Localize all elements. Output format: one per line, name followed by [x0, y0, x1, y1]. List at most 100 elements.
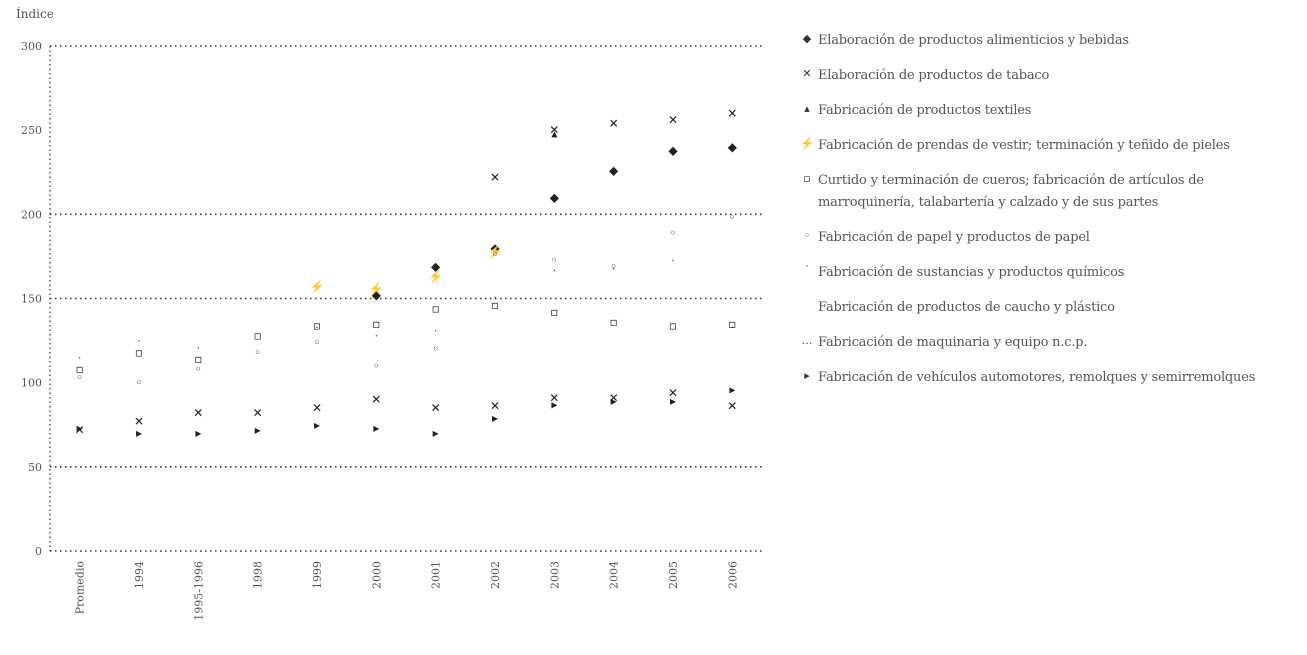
data-point-series-4: ▫: [669, 318, 677, 332]
data-point-series-10: ✕: [609, 391, 619, 405]
legend-marker-icon: ▸: [804, 369, 810, 382]
legend-marker-icon: ▴: [804, 102, 810, 115]
legend-item: ▫ Curtido y terminación de cueros; fabric…: [796, 170, 1301, 214]
legend-item: ◆ Elaboración de productos alimenticios y…: [796, 30, 1301, 52]
data-point-series-6: ˙: [670, 258, 676, 272]
data-point-series-4: ▫: [728, 317, 736, 331]
data-point-series-10: ✕: [193, 406, 203, 420]
data-point-series-1: ✕: [490, 170, 500, 184]
data-point-series-4: ▫: [372, 317, 380, 331]
data-point-series-9: ▸: [314, 418, 320, 432]
legend-marker-icon: ▫: [803, 172, 811, 185]
data-point-series-3: ⚡: [369, 281, 384, 295]
data-point-series-9: ▸: [373, 421, 379, 435]
data-point-series-6: ˙: [77, 355, 83, 369]
data-point-series-9: ▸: [195, 426, 201, 440]
data-point-series-9: ▸: [492, 411, 498, 425]
data-point-series-4: ▫: [254, 329, 262, 343]
data-point-series-9: ▸: [77, 421, 83, 435]
data-point-series-6: ˙: [195, 345, 201, 359]
x-tick-label: 2006: [726, 561, 739, 589]
data-point-series-4: ▫: [610, 315, 618, 329]
data-point-series-4: ▫: [432, 302, 440, 316]
legend-marker-icon: ◦: [803, 229, 811, 242]
data-point-series-4: ▫: [194, 352, 202, 366]
data-point-series-5: ◦: [669, 226, 676, 240]
x-tick-label: 2004: [608, 561, 621, 589]
data-point-series-9: ▸: [611, 394, 617, 408]
data-point-series-10: ✕: [549, 391, 559, 405]
data-point-series-9: ▸: [136, 426, 142, 440]
data-point-series-9: ▸: [670, 394, 676, 408]
legend-label: Fabricación de prendas de vestir; termin…: [818, 138, 1230, 153]
data-point-series-6: ˙: [255, 297, 261, 311]
legend-label: Elaboración de productos alimenticios y …: [818, 33, 1129, 48]
legend-label: Fabricación de maquinaria y equipo n.c.p…: [818, 335, 1088, 350]
data-point-series-4: ▫: [491, 298, 499, 312]
x-tick-label: 2005: [667, 561, 680, 589]
x-tick-label: 1999: [311, 561, 324, 589]
y-axis-title: Índice: [16, 6, 54, 21]
data-point-series-3: ⚡: [488, 244, 503, 258]
data-point-series-10: ✕: [134, 414, 144, 428]
data-point-series-10: ✕: [668, 386, 678, 400]
legend-item: … Fabricación de maquinaria y equipo n.c.…: [796, 332, 1301, 354]
legend-label: Fabricación de vehículos automotores, re…: [818, 370, 1256, 385]
legend-label: Elaboración de productos de tabaco: [818, 68, 1050, 83]
legend-item: ✕ Elaboración de productos de tabaco: [796, 65, 1301, 87]
y-tick-label: 0: [35, 545, 42, 558]
data-point-series-6: ˙: [729, 325, 735, 339]
legend-marker-icon: …: [801, 334, 813, 347]
y-tick-label: 300: [21, 40, 42, 53]
y-tick-label: 150: [21, 293, 42, 306]
x-tick-label: Promedio: [74, 561, 87, 615]
data-point-series-5: ◦: [254, 345, 261, 359]
data-point-series-0: ◆: [728, 140, 738, 154]
y-tick-label: 250: [21, 124, 42, 137]
y-tick-label: 50: [28, 461, 42, 474]
legend-label: Fabricación de productos de caucho y plá…: [818, 300, 1115, 315]
data-point-series-10: ✕: [75, 423, 85, 437]
legend-item: ˙ Fabricación de sustancias y productos q…: [796, 262, 1301, 284]
data-point-series-0: ◆: [550, 191, 560, 205]
data-point-series-6: ˙: [373, 334, 379, 348]
data-point-series-4: ▫: [313, 318, 321, 332]
legend-label: Fabricación de sustancias y productos qu…: [818, 265, 1125, 280]
data-point-series-1: ✕: [668, 113, 678, 127]
legend-label: Fabricación de papel y productos de pape…: [818, 230, 1090, 245]
chart-plot: Índice 0 50 100 150 200 250 300 Promedio 1994 19…: [16, 6, 762, 621]
data-point-series-9: ▸: [729, 382, 735, 396]
data-point-series-1: ✕: [609, 116, 619, 130]
x-tick-label: 2001: [430, 561, 443, 589]
data-point-series-9: ▸: [255, 423, 261, 437]
legend-marker-icon: ˙: [804, 264, 810, 277]
legend-marker-icon: ✕: [802, 67, 812, 80]
data-point-series-5: ◦: [491, 248, 498, 262]
data-point-series-1: ✕: [727, 106, 737, 120]
y-tick-label: 100: [21, 377, 42, 390]
data-point-series-3: ⚡: [428, 270, 443, 284]
legend-item: ⚡ Fabricación de prendas de vestir; termi…: [796, 135, 1301, 157]
data-point-series-5: ◦: [551, 253, 558, 267]
data-point-series-0: ◆: [668, 143, 678, 157]
data-point-series-5: ◦: [373, 359, 380, 373]
data-point-series-2: ▴: [551, 127, 557, 141]
data-point-series-5: ◦: [610, 260, 617, 274]
data-point-series-9: ▸: [433, 426, 439, 440]
data-point-series-4: ▫: [550, 305, 558, 319]
data-point-series-5: ◦: [432, 342, 439, 356]
data-point-series-0: ◆: [372, 288, 382, 302]
legend-item: Fabricación de productos de caucho y plá…: [796, 297, 1301, 319]
data-point-series-5: ◦: [76, 371, 83, 385]
legend-label: Fabricación de productos textiles: [818, 103, 1032, 118]
data-point-series-5: ◦: [135, 376, 142, 390]
data-point-series-3: ⚡: [310, 280, 325, 294]
legend-label: Curtido y terminación de cueros; fabrica…: [818, 173, 1204, 210]
x-tick-label: 2002: [489, 561, 502, 589]
data-point-series-0: ◆: [609, 164, 619, 178]
data-point-series-10: ✕: [490, 399, 500, 413]
data-point-series-10: ✕: [371, 393, 381, 407]
data-point-series-5: ◦: [313, 335, 320, 349]
data-point-series-5: ◦: [729, 211, 736, 225]
data-point-series-10: ✕: [431, 401, 441, 415]
